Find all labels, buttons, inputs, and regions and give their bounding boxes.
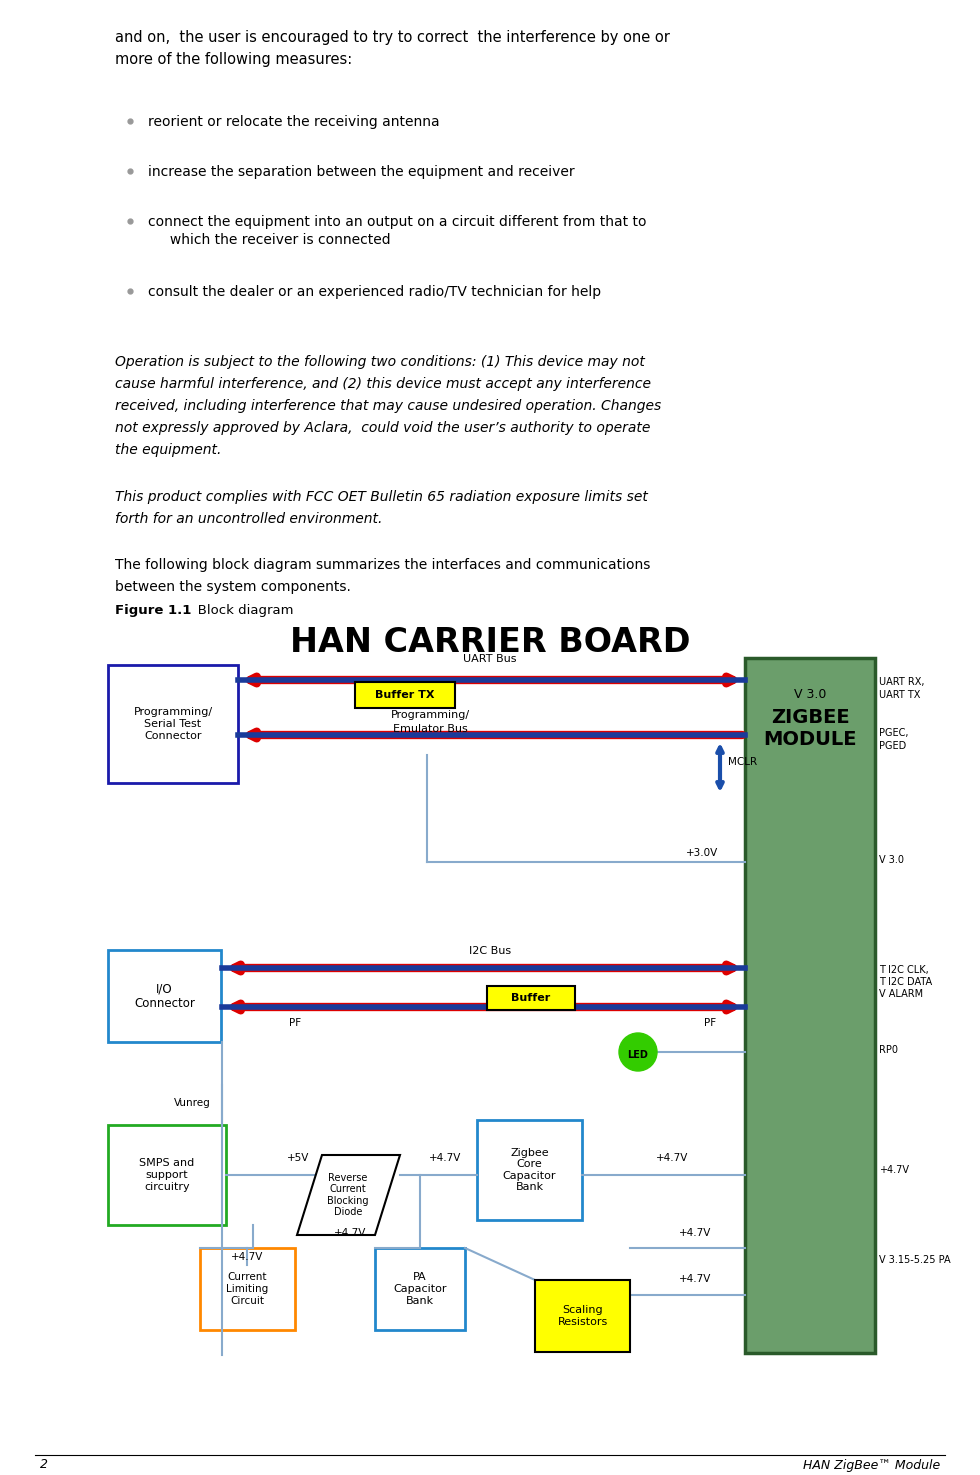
Text: +4.7V: +4.7V: [656, 1153, 688, 1162]
Text: Buffer TX: Buffer TX: [375, 690, 435, 701]
Text: V 3.15-5.25 PA: V 3.15-5.25 PA: [879, 1255, 951, 1266]
Text: between the system components.: between the system components.: [115, 580, 351, 594]
Text: This product complies with FCC OET Bulletin 65 radiation exposure limits set: This product complies with FCC OET Bulle…: [115, 490, 648, 504]
Text: +4.7V: +4.7V: [679, 1274, 711, 1285]
Text: PA
Capacitor
Bank: PA Capacitor Bank: [393, 1273, 447, 1305]
Bar: [108, 665, 238, 783]
Bar: [535, 1280, 630, 1353]
Polygon shape: [297, 1155, 400, 1235]
Text: Block diagram: Block diagram: [185, 603, 293, 617]
Text: +4.7V: +4.7V: [879, 1165, 909, 1176]
Text: forth for an uncontrolled environment.: forth for an uncontrolled environment.: [115, 512, 382, 527]
Bar: [355, 681, 455, 708]
Text: LED: LED: [627, 1050, 649, 1061]
Text: cause harmful interference, and (2) this device must accept any interference: cause harmful interference, and (2) this…: [115, 378, 651, 391]
Text: Programming/
Serial Test
Connector: Programming/ Serial Test Connector: [133, 708, 213, 740]
Text: I/O
Connector: I/O Connector: [134, 982, 195, 1010]
Text: Programming/: Programming/: [390, 709, 469, 720]
Text: Figure 1.1: Figure 1.1: [115, 603, 191, 617]
Text: PF: PF: [289, 1018, 301, 1028]
Text: increase the separation between the equipment and receiver: increase the separation between the equi…: [148, 165, 574, 178]
Bar: [200, 1248, 295, 1330]
Text: V 3.0: V 3.0: [794, 687, 826, 701]
Text: PF: PF: [704, 1018, 716, 1028]
Text: Scaling
Resistors: Scaling Resistors: [558, 1305, 608, 1328]
Text: Buffer: Buffer: [512, 993, 551, 1003]
Bar: [375, 1248, 465, 1330]
Circle shape: [619, 1032, 657, 1071]
Text: Current
Limiting
Circuit: Current Limiting Circuit: [226, 1273, 269, 1305]
Text: received, including interference that may cause undesired operation. Changes: received, including interference that ma…: [115, 400, 662, 413]
Text: MODULE: MODULE: [763, 730, 857, 749]
Bar: [745, 658, 875, 1353]
Text: HAN CARRIER BOARD: HAN CARRIER BOARD: [290, 625, 690, 659]
Text: Operation is subject to the following two conditions: (1) This device may not: Operation is subject to the following tw…: [115, 355, 645, 369]
Text: ZIGBEE: ZIGBEE: [770, 708, 850, 727]
Text: RP0: RP0: [879, 1044, 898, 1055]
Text: Zigbee
Core
Capacitor
Bank: Zigbee Core Capacitor Bank: [503, 1148, 557, 1192]
Bar: [108, 1125, 226, 1226]
Text: connect the equipment into an output on a circuit different from that to
     wh: connect the equipment into an output on …: [148, 215, 647, 248]
Bar: [477, 1120, 582, 1220]
Text: +4.7V: +4.7V: [679, 1229, 711, 1238]
Text: the equipment.: the equipment.: [115, 442, 221, 457]
Text: MCLR: MCLR: [728, 757, 758, 767]
Text: Reverse
Current
Blocking
Diode: Reverse Current Blocking Diode: [327, 1173, 368, 1217]
Text: The following block diagram summarizes the interfaces and communications: The following block diagram summarizes t…: [115, 558, 651, 572]
Text: and on,  the user is encouraged to try to correct  the interference by one or: and on, the user is encouraged to try to…: [115, 30, 670, 46]
Text: +5V: +5V: [287, 1153, 309, 1162]
Text: V 3.0: V 3.0: [879, 855, 904, 864]
Text: Emulator Bus: Emulator Bus: [393, 724, 467, 735]
Text: SMPS and
support
circuitry: SMPS and support circuitry: [139, 1158, 195, 1192]
Text: UART Bus: UART Bus: [464, 653, 516, 664]
Text: not expressly approved by Aclara,  could void the user’s authority to operate: not expressly approved by Aclara, could …: [115, 420, 651, 435]
Text: UART RX,: UART RX,: [879, 677, 924, 687]
Text: I2C Bus: I2C Bus: [469, 945, 511, 956]
Text: more of the following measures:: more of the following measures:: [115, 52, 352, 66]
Text: UART TX: UART TX: [879, 690, 920, 701]
Text: PGEC,: PGEC,: [879, 729, 908, 738]
Text: 2: 2: [40, 1459, 48, 1472]
Text: +4.7V: +4.7V: [231, 1252, 264, 1263]
Bar: [108, 950, 221, 1041]
Text: T I2C CLK,: T I2C CLK,: [879, 965, 929, 975]
Text: T I2C DATA: T I2C DATA: [879, 976, 932, 987]
Text: consult the dealer or an experienced radio/TV technician for help: consult the dealer or an experienced rad…: [148, 285, 601, 299]
Text: reorient or relocate the receiving antenna: reorient or relocate the receiving anten…: [148, 115, 440, 128]
Text: +4.7V: +4.7V: [334, 1229, 367, 1238]
Text: Vunreg: Vunreg: [173, 1097, 211, 1108]
Bar: [487, 985, 575, 1010]
Text: +4.7V: +4.7V: [429, 1153, 462, 1162]
Text: PGED: PGED: [879, 740, 907, 751]
Text: +3.0V: +3.0V: [686, 848, 718, 858]
Text: HAN ZigBee™ Module: HAN ZigBee™ Module: [803, 1459, 940, 1472]
Text: V ALARM: V ALARM: [879, 990, 923, 999]
